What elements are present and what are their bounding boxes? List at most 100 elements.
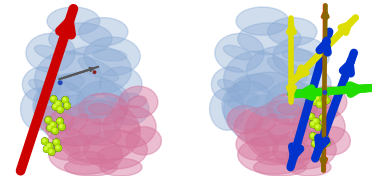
Ellipse shape [245, 100, 329, 164]
Ellipse shape [317, 96, 336, 108]
Circle shape [310, 121, 317, 128]
Ellipse shape [22, 67, 61, 102]
Circle shape [46, 124, 54, 131]
Ellipse shape [236, 128, 278, 160]
Ellipse shape [238, 23, 301, 55]
Ellipse shape [68, 151, 105, 165]
Circle shape [51, 123, 54, 125]
Circle shape [48, 126, 51, 128]
Circle shape [314, 137, 322, 144]
Circle shape [315, 95, 321, 102]
Ellipse shape [126, 127, 161, 155]
Ellipse shape [35, 72, 126, 146]
Circle shape [55, 144, 62, 152]
Ellipse shape [34, 45, 62, 60]
Circle shape [43, 139, 45, 142]
Ellipse shape [78, 57, 118, 81]
Circle shape [43, 145, 50, 153]
Circle shape [48, 144, 50, 147]
Circle shape [314, 124, 322, 131]
Ellipse shape [45, 107, 102, 146]
Circle shape [43, 146, 50, 152]
Ellipse shape [114, 117, 139, 134]
Circle shape [53, 129, 56, 131]
Circle shape [47, 125, 53, 131]
Circle shape [45, 117, 51, 123]
Circle shape [314, 119, 317, 122]
Ellipse shape [85, 97, 115, 114]
Circle shape [62, 96, 69, 104]
Circle shape [313, 99, 316, 102]
Circle shape [322, 135, 325, 137]
Ellipse shape [57, 46, 132, 95]
Circle shape [51, 96, 57, 102]
Ellipse shape [227, 106, 262, 134]
Ellipse shape [65, 114, 88, 135]
Circle shape [323, 121, 325, 124]
Ellipse shape [308, 86, 347, 118]
Ellipse shape [45, 74, 84, 92]
Circle shape [315, 138, 321, 144]
Ellipse shape [79, 18, 128, 46]
Circle shape [324, 141, 327, 143]
Circle shape [52, 103, 59, 110]
Circle shape [311, 122, 314, 125]
Circle shape [59, 81, 62, 84]
Ellipse shape [110, 93, 149, 125]
Circle shape [57, 106, 64, 113]
Circle shape [311, 134, 314, 137]
Ellipse shape [215, 33, 264, 72]
Circle shape [59, 124, 65, 130]
Ellipse shape [79, 123, 121, 145]
Ellipse shape [98, 146, 129, 160]
Circle shape [313, 142, 316, 144]
Ellipse shape [268, 18, 317, 46]
Ellipse shape [274, 97, 304, 114]
Ellipse shape [128, 96, 147, 108]
Circle shape [321, 120, 328, 127]
Ellipse shape [303, 117, 328, 134]
Circle shape [64, 102, 71, 109]
Ellipse shape [222, 81, 275, 130]
Circle shape [308, 113, 315, 120]
Circle shape [48, 148, 55, 156]
Circle shape [316, 101, 324, 108]
Circle shape [321, 133, 328, 141]
Ellipse shape [223, 45, 251, 60]
Circle shape [50, 121, 57, 129]
Ellipse shape [228, 93, 259, 109]
Ellipse shape [93, 49, 127, 61]
Circle shape [323, 97, 330, 104]
Circle shape [310, 133, 316, 139]
Circle shape [318, 144, 320, 147]
Circle shape [324, 97, 330, 104]
Circle shape [51, 97, 54, 100]
Ellipse shape [88, 103, 113, 115]
Circle shape [313, 118, 319, 125]
Ellipse shape [39, 93, 70, 109]
Circle shape [60, 125, 62, 127]
Circle shape [317, 143, 323, 150]
Circle shape [323, 139, 330, 146]
Ellipse shape [277, 103, 302, 115]
Circle shape [57, 118, 63, 124]
Ellipse shape [315, 127, 350, 155]
Circle shape [50, 95, 57, 103]
Ellipse shape [299, 93, 338, 125]
Circle shape [51, 127, 59, 134]
Ellipse shape [84, 130, 147, 169]
Circle shape [50, 150, 52, 152]
Ellipse shape [65, 158, 118, 176]
Ellipse shape [47, 7, 100, 35]
Circle shape [318, 102, 320, 105]
Circle shape [312, 118, 320, 125]
Circle shape [322, 92, 328, 98]
Circle shape [46, 143, 53, 149]
Circle shape [308, 114, 314, 120]
Ellipse shape [20, 88, 56, 130]
Ellipse shape [292, 106, 345, 148]
Circle shape [62, 97, 68, 103]
Ellipse shape [58, 95, 112, 118]
Circle shape [324, 140, 330, 146]
Ellipse shape [77, 81, 130, 123]
